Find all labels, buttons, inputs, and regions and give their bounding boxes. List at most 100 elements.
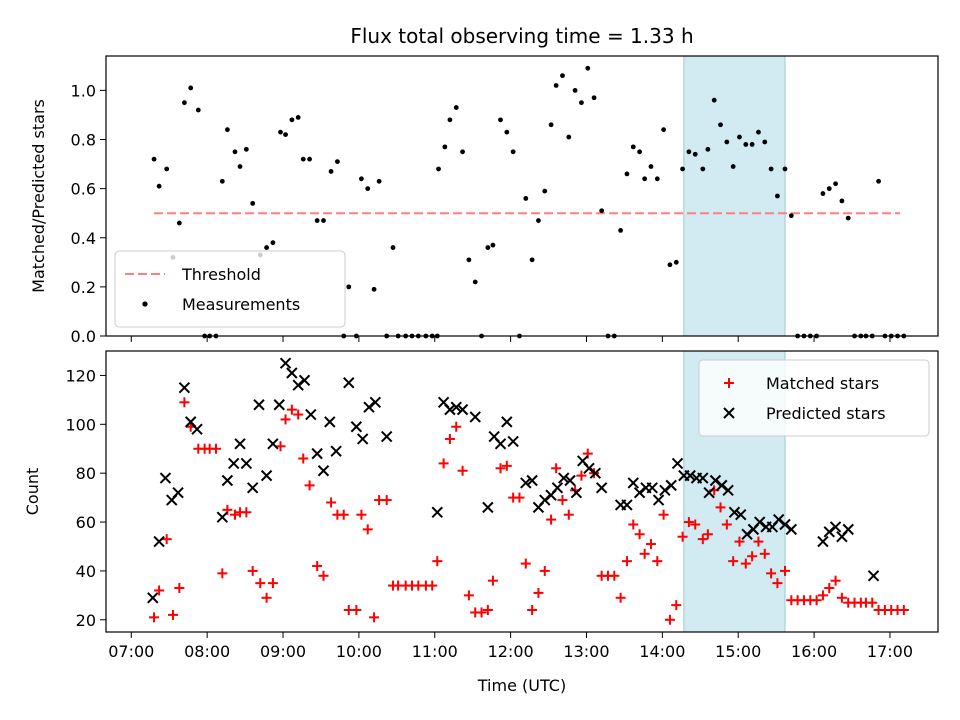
measurement-point <box>820 191 826 196</box>
predicted-point <box>216 511 229 523</box>
x-tick-label: 10:00 <box>336 642 382 661</box>
predicted-point-b <box>305 408 317 421</box>
measurement-point <box>654 176 660 182</box>
predicted-point <box>520 477 532 489</box>
matched-point <box>824 583 835 594</box>
predicted-point <box>363 401 375 413</box>
matched-point <box>697 534 708 545</box>
measurement-point <box>289 117 295 123</box>
x-tick-label: 07:00 <box>108 642 154 661</box>
predicted-point <box>754 516 766 528</box>
measurement-point <box>724 139 730 145</box>
predicted-point <box>178 381 191 394</box>
predicted-point-b <box>153 535 165 548</box>
predicted-point-b <box>595 482 608 494</box>
predicted-point-b <box>576 455 589 467</box>
predicted-point-b <box>785 523 798 536</box>
predicted-point <box>260 469 273 482</box>
measurement-point <box>718 122 723 128</box>
predicted-point-b <box>646 482 658 494</box>
plot-frame <box>105 350 939 633</box>
predicted-point <box>153 535 165 548</box>
measurement-point <box>232 149 238 155</box>
matched-point <box>149 612 160 623</box>
matched-point <box>514 492 525 503</box>
x-tick-label: 08:00 <box>184 642 230 661</box>
predicted-point-b <box>867 570 880 582</box>
matched-point <box>867 597 878 608</box>
matched-point <box>457 465 468 476</box>
predicted-point <box>627 477 639 489</box>
measurement-point <box>359 176 364 182</box>
matched-point <box>780 565 791 576</box>
predicted-point-b <box>709 474 722 487</box>
predicted-point-b <box>494 438 507 450</box>
predicted-point <box>671 457 684 470</box>
measurement-point <box>705 146 711 152</box>
matched-point <box>451 421 462 432</box>
matched-point <box>836 592 847 603</box>
measurement-point <box>442 144 448 150</box>
matched-point <box>267 578 278 589</box>
predicted-point <box>253 399 265 411</box>
measurement-point <box>195 107 201 113</box>
measurement-point <box>553 83 559 88</box>
measurement-point <box>648 164 654 169</box>
predicted-point-b <box>260 469 273 482</box>
predicted-point-b <box>298 374 311 387</box>
matched-point <box>161 534 172 545</box>
measurement-point <box>711 97 717 103</box>
matched-point <box>312 561 323 572</box>
predicted-point <box>551 482 564 494</box>
predicted-point <box>324 416 336 428</box>
measurement-point <box>485 245 491 250</box>
matched-point <box>369 612 380 623</box>
predicted-point-b <box>779 518 791 531</box>
measurement-point <box>788 213 794 219</box>
predicted-point-b <box>754 516 766 528</box>
predicted-point-b <box>482 501 494 514</box>
top-panel-ratio: 0.0 0.2 0.4 0.6 0.8 1.0 Matched/Predicted star… <box>29 55 939 346</box>
measurement-point <box>542 188 548 194</box>
measurement-point <box>283 132 288 137</box>
measurement-point <box>599 208 605 214</box>
measurement-point <box>181 100 187 106</box>
measurement-point <box>529 257 535 263</box>
x-axis-label: Time (UTC) <box>477 676 566 695</box>
predicted-point <box>356 433 369 445</box>
predicted-point-b <box>526 474 538 487</box>
predicted-point-b <box>817 535 829 548</box>
measurement-point <box>188 85 194 91</box>
measurement-point <box>618 227 624 233</box>
predicted-point-b <box>842 523 854 536</box>
predicted-point-b <box>267 438 279 450</box>
predicted-point-b <box>185 416 197 428</box>
matched-point <box>427 580 438 591</box>
predicted-point-b <box>159 472 172 484</box>
y-tick-label: 0.2 <box>71 278 96 297</box>
predicted-point-b <box>356 433 369 445</box>
matched-point <box>817 590 828 601</box>
matched-point <box>362 524 373 535</box>
matched-point <box>628 519 639 530</box>
legend-measurement-swatch <box>142 301 148 307</box>
matched-point <box>487 575 498 586</box>
predicted-point-b <box>823 526 835 538</box>
y-tick-label: 0.0 <box>71 327 96 346</box>
predicted-point <box>823 526 835 538</box>
predicted-point <box>369 396 382 409</box>
predicted-point-b <box>234 438 246 450</box>
matched-point <box>438 458 449 469</box>
matched-point <box>179 397 190 408</box>
y-tick-label: 100 <box>65 415 96 434</box>
predicted-point-b <box>564 474 576 487</box>
measurement-point <box>548 122 554 128</box>
predicted-point <box>564 474 576 487</box>
predicted-point <box>330 445 342 457</box>
predicted-point-b <box>558 472 570 484</box>
predicted-point <box>570 487 583 499</box>
observing-span <box>683 55 786 337</box>
predicted-point <box>728 506 741 518</box>
measurement-point <box>762 139 768 145</box>
matched-point <box>546 514 557 525</box>
